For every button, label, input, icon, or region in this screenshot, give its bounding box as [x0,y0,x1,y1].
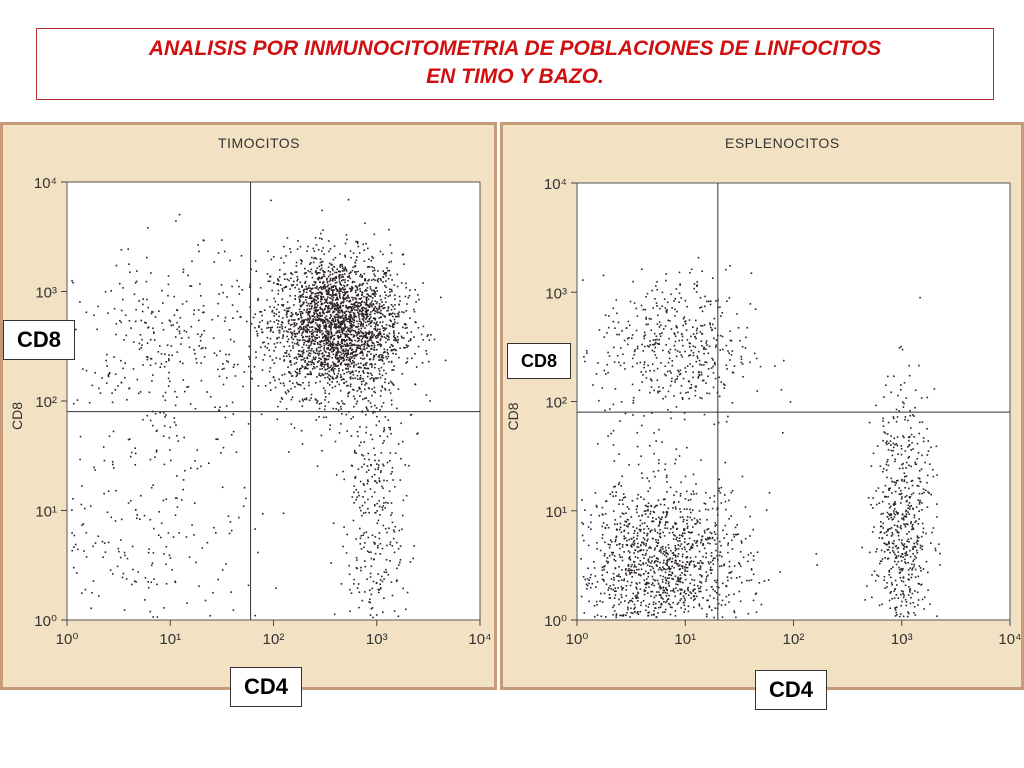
thymocytes-chart-title: TIMOCITOS [218,135,301,151]
thymocytes-y-tick-label: 10⁴ [34,175,57,192]
splenocytes-population-cd4-cd8- [580,423,818,619]
right-cd8-tag: CD8 [507,343,571,379]
thymocytes-population-cd4-cd8- [321,286,419,619]
thymocytes-y-tick-label: 10¹ [35,504,57,521]
splenocytes-x-tick-label: 10¹ [674,631,696,648]
thymocytes-x-tick-label: 10² [263,631,285,648]
splenocytes-y-tick-label: 10¹ [545,504,567,521]
thymocytes-plot-area [66,181,481,621]
thymocytes-population-cd4-cd8- [211,198,447,467]
splenocytes-y-tick-label: 10⁴ [544,176,567,193]
splenocytes-x-tick-label: 10⁰ [566,631,589,648]
thymocytes-x-tick-label: 10³ [366,631,388,648]
thymocytes-x-tick-label: 10¹ [159,631,181,648]
title-line-2: EN TIMO Y BAZO. [426,65,604,88]
splenocytes-plot-area [576,182,1011,621]
thymocytes-x-tick-label: 10⁴ [468,631,491,648]
thymocytes-y-tick-label: 10² [35,394,57,411]
title-box: ANALISIS POR INMUNOCITOMETRIA DE POBLACI… [36,28,994,100]
splenocytes-y-tick-label: 10⁰ [544,613,567,630]
splenocytes-x-tick-label: 10³ [891,631,913,648]
splenocytes-chart-title: ESPLENOCITOS [725,135,840,151]
splenocytes-y-tick-label: 10³ [545,285,567,302]
splenocytes-x-tick-label: 10² [783,631,805,648]
title-line-1: ANALISIS POR INMUNOCITOMETRIA DE POBLACI… [148,37,882,60]
left-cd8-tag: CD8 [3,320,75,360]
thymocytes-y-tick-label: 10⁰ [34,613,57,630]
splenocytes-population-cd4-cd8- [582,256,792,449]
splenocytes-x-tick-label: 10⁴ [998,631,1021,648]
splenocytes-y-axis-label: CD8 [505,402,521,430]
thymocytes-population-cd4-cd8- [71,213,292,489]
thymocytes-x-tick-label: 10⁰ [56,631,79,648]
right-cd4-tag: CD4 [755,670,827,710]
thymocytes-population-cd4-cd8- [71,392,290,618]
thymocytes-y-tick-label: 10³ [35,285,57,302]
left-cd4-tag: CD4 [230,667,302,707]
splenocytes-y-tick-label: 10² [545,395,567,412]
splenocytes-population-cd4-cd8- [861,296,941,618]
thymocytes-y-axis-label: CD8 [9,402,25,430]
